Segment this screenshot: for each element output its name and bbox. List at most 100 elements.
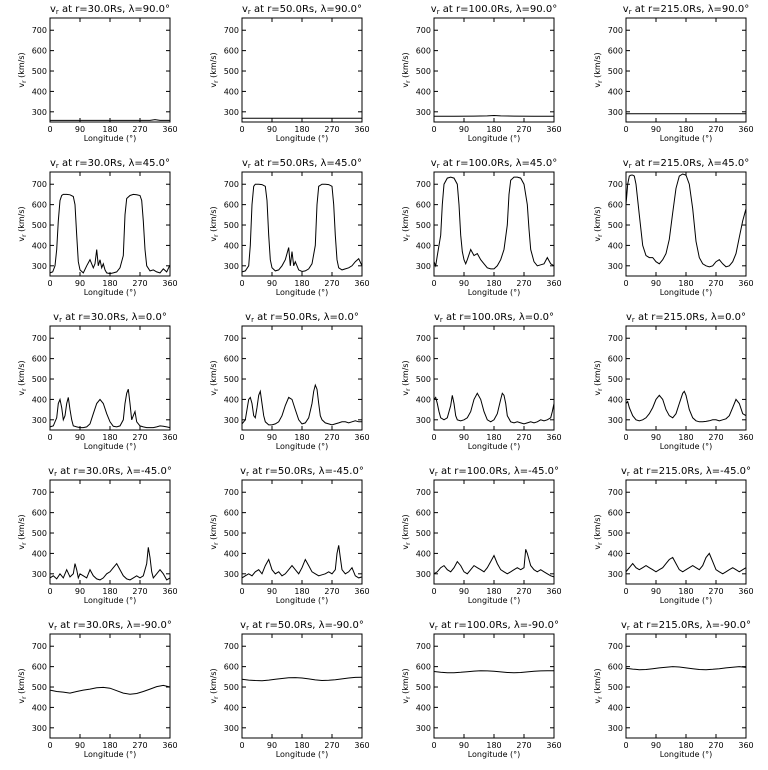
- chart-title: vr at r=50.0Rs, λ=45.0°: [242, 158, 362, 170]
- chart-panel-8: vr at r=215.0Rs, λ=45.0° 0 90 180 270 360 300 4…: [593, 158, 754, 297]
- x-tick-label: 270: [516, 433, 531, 442]
- y-tick-label: 400: [416, 703, 431, 712]
- y-tick-label: 400: [32, 241, 47, 250]
- y-tick-label: 700: [416, 26, 431, 35]
- x-tick-label: 180: [294, 433, 309, 442]
- x-axis-label: Longitude (°): [84, 442, 137, 451]
- x-tick-label: 270: [516, 125, 531, 134]
- x-tick-label: 90: [267, 741, 277, 750]
- plot-frame: [49, 171, 171, 277]
- x-tick-label: 360: [354, 587, 369, 596]
- plot-frame: [49, 633, 171, 739]
- x-tick-label: 180: [678, 433, 693, 442]
- y-axis-label: vr (km/s): [209, 668, 220, 703]
- x-tick-label: 0: [623, 125, 628, 134]
- chart-panel-18: vr at r=50.0Rs, λ=-90.0° 0 90 180 270 360 300 4…: [209, 620, 370, 759]
- x-axis-label: Longitude (°): [84, 750, 137, 759]
- x-tick-label: 180: [678, 125, 693, 134]
- y-tick-label: 600: [608, 355, 623, 364]
- y-tick-label: 600: [224, 355, 239, 364]
- x-tick-label: 90: [75, 587, 85, 596]
- x-tick-label: 180: [678, 279, 693, 288]
- series-line: [625, 552, 747, 575]
- y-tick-label: 500: [608, 683, 623, 692]
- y-axis-label: vr (km/s): [401, 514, 412, 549]
- x-tick-label: 90: [75, 433, 85, 442]
- y-axis-label: vr (km/s): [17, 514, 28, 549]
- x-tick-label: 360: [546, 741, 561, 750]
- x-axis-label: Longitude (°): [276, 288, 329, 297]
- x-tick-label: 270: [516, 279, 531, 288]
- plot-frame: [625, 17, 747, 123]
- y-tick-label: 700: [608, 488, 623, 497]
- x-tick-label: 360: [738, 741, 753, 750]
- x-tick-label: 0: [431, 433, 436, 442]
- y-tick-label: 600: [32, 663, 47, 672]
- x-axis-label: Longitude (°): [468, 596, 521, 605]
- x-tick-label: 90: [459, 741, 469, 750]
- chart-title: vr at r=215.0Rs, λ=90.0°: [623, 4, 749, 16]
- x-tick-label: 90: [459, 279, 469, 288]
- series-line: [241, 545, 363, 579]
- chart-title: vr at r=215.0Rs, λ=-45.0°: [621, 466, 751, 478]
- series-line: [625, 666, 747, 671]
- y-tick-label: 500: [32, 683, 47, 692]
- x-tick-label: 270: [516, 587, 531, 596]
- y-tick-label: 500: [608, 67, 623, 76]
- y-tick-label: 600: [32, 201, 47, 210]
- chart-panel-2: vr at r=50.0Rs, λ=90.0° 0 90 180 270 360 300 40…: [209, 4, 370, 143]
- x-tick-label: 180: [294, 587, 309, 596]
- chart-title: vr at r=215.0Rs, λ=0.0°: [626, 312, 746, 324]
- x-tick-label: 360: [546, 279, 561, 288]
- x-tick-label: 180: [486, 279, 501, 288]
- x-tick-label: 180: [294, 125, 309, 134]
- x-tick-label: 360: [546, 125, 561, 134]
- x-tick-label: 270: [132, 279, 147, 288]
- chart-panel-17: vr at r=30.0Rs, λ=-90.0° 0 90 180 270 360 300 4…: [17, 620, 178, 759]
- series-line: [241, 183, 363, 273]
- x-tick-label: 270: [516, 741, 531, 750]
- chart-title: vr at r=50.0Rs, λ=0.0°: [245, 312, 359, 324]
- y-tick-label: 300: [32, 416, 47, 425]
- chart-panel-11: vr at r=100.0Rs, λ=0.0° 0 90 180 270 360 300 40…: [401, 312, 562, 451]
- x-axis-label: Longitude (°): [660, 134, 713, 143]
- y-tick-label: 400: [416, 549, 431, 558]
- y-tick-label: 700: [224, 488, 239, 497]
- series-line: [625, 173, 747, 268]
- series-line: [433, 670, 554, 674]
- y-tick-label: 500: [224, 221, 239, 230]
- x-axis-label: Longitude (°): [84, 288, 137, 297]
- y-tick-label: 400: [32, 703, 47, 712]
- chart-panel-15: vr at r=100.0Rs, λ=-45.0° 0 90 180 270 360 300…: [401, 466, 562, 605]
- x-tick-label: 360: [546, 587, 561, 596]
- y-tick-label: 300: [32, 724, 47, 733]
- y-tick-label: 300: [416, 262, 431, 271]
- chart-panel-16: vr at r=215.0Rs, λ=-45.0° 0 90 180 270 360 300…: [593, 466, 754, 605]
- y-tick-label: 400: [224, 395, 239, 404]
- y-tick-label: 500: [416, 375, 431, 384]
- x-axis-label: Longitude (°): [276, 442, 329, 451]
- chart-title: vr at r=50.0Rs, λ=-90.0°: [240, 620, 364, 632]
- y-axis-label: vr (km/s): [593, 668, 604, 703]
- y-axis-label: vr (km/s): [17, 52, 28, 87]
- x-tick-label: 180: [102, 741, 117, 750]
- x-tick-label: 270: [132, 587, 147, 596]
- y-tick-label: 400: [416, 87, 431, 96]
- y-axis-label: vr (km/s): [401, 668, 412, 703]
- y-axis-label: vr (km/s): [209, 514, 220, 549]
- chart-title: vr at r=30.0Rs, λ=45.0°: [50, 158, 170, 170]
- x-tick-label: 360: [738, 433, 753, 442]
- x-tick-label: 90: [267, 433, 277, 442]
- y-tick-label: 400: [608, 703, 623, 712]
- y-tick-label: 400: [416, 395, 431, 404]
- chart-panel-1: vr at r=30.0Rs, λ=90.0° 0 90 180 270 360 300 40…: [17, 4, 178, 143]
- series-line: [433, 176, 555, 270]
- y-tick-label: 500: [416, 529, 431, 538]
- plot-frame: [241, 633, 363, 739]
- y-tick-label: 700: [224, 26, 239, 35]
- x-tick-label: 270: [708, 741, 723, 750]
- y-tick-label: 700: [32, 334, 47, 343]
- y-tick-label: 500: [224, 375, 239, 384]
- y-tick-label: 600: [416, 509, 431, 518]
